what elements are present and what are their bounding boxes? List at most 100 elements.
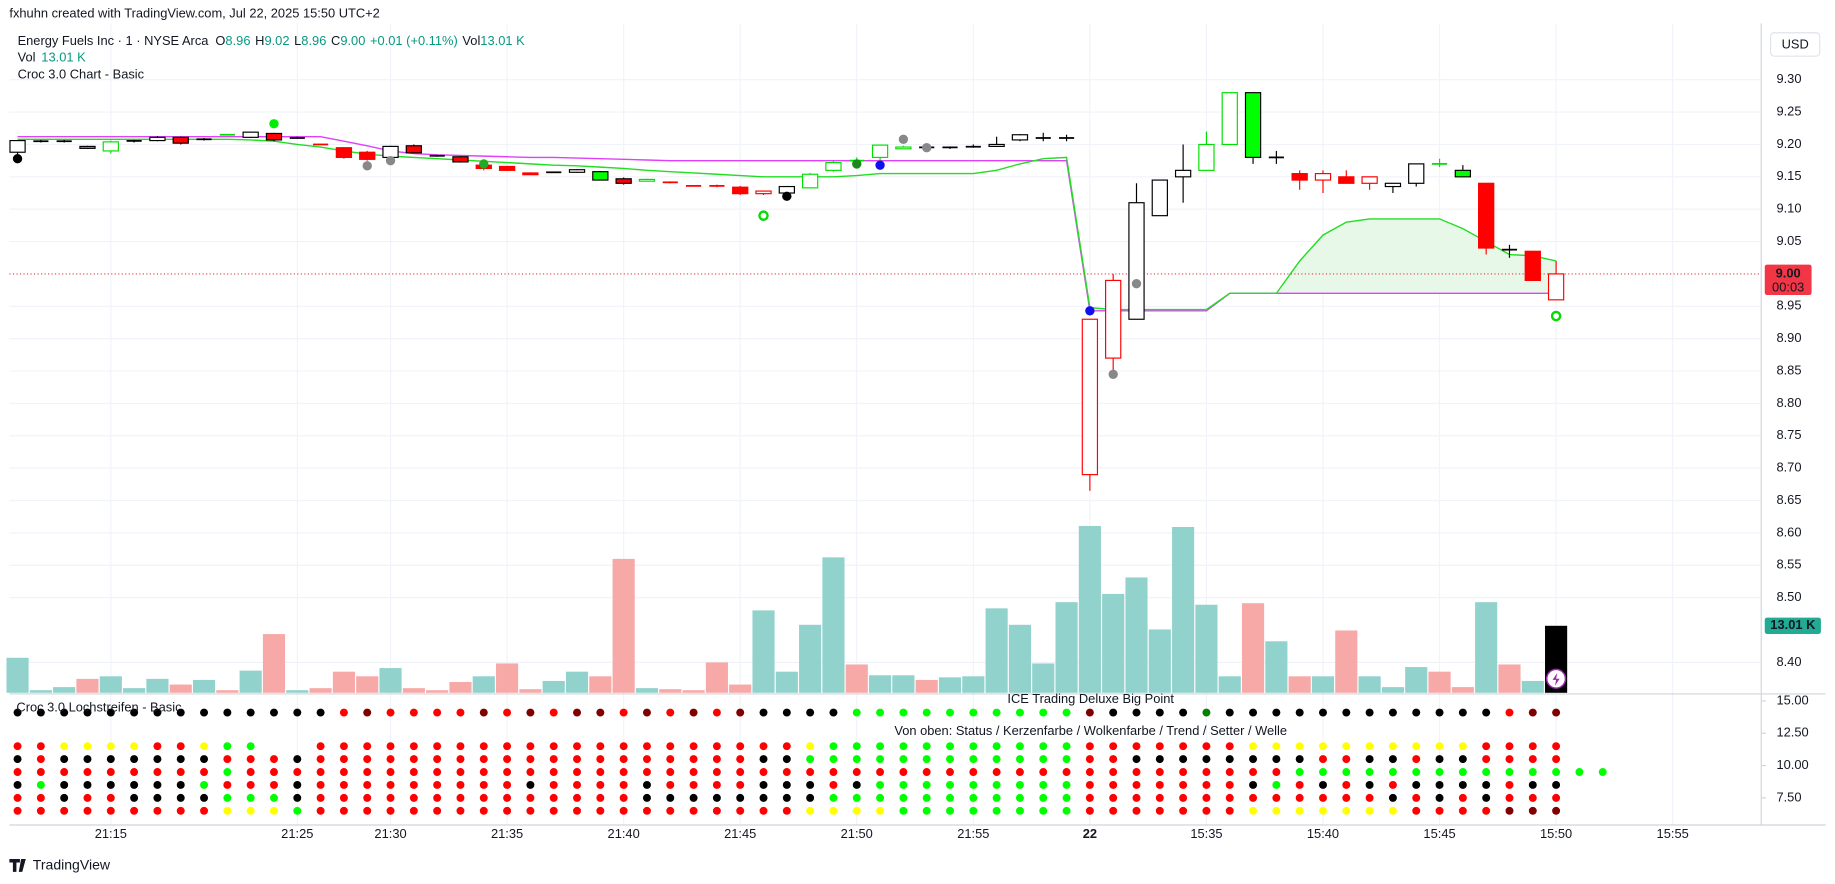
status-dot: [339, 768, 348, 777]
status-dot: [526, 708, 535, 717]
candle-body: [1058, 137, 1075, 139]
status-dot: [60, 806, 69, 815]
status-dot: [386, 742, 395, 751]
status-dot: [106, 768, 115, 777]
status-dot: [852, 780, 861, 789]
status-dot: [1528, 708, 1537, 717]
candle-body: [615, 178, 632, 184]
grid-layer: 9.30 9.25 9.20 9.15 9.10 9.05 8.95 8.90 8.85 8.80…: [9, 23, 1809, 841]
status-dot: [1505, 780, 1514, 789]
volume-layer: [6, 525, 1568, 693]
brand-logo[interactable]: [9, 858, 26, 872]
status-dot: [806, 708, 815, 717]
status-dot: [1342, 742, 1351, 751]
status-dot: [852, 755, 861, 764]
status-dot: [596, 780, 605, 789]
x-tick-label: 21:55: [957, 826, 989, 841]
brand[interactable]: TradingView: [9, 857, 111, 873]
status-dot: [642, 755, 651, 764]
status-dot: [1272, 768, 1281, 777]
volume-bar: [1032, 663, 1055, 693]
status-dot: [1249, 755, 1258, 764]
status-dot: [13, 806, 22, 815]
status-dot: [153, 708, 162, 717]
status-dot: [1109, 742, 1118, 751]
status-dot: [36, 708, 45, 717]
candle-body: [56, 140, 72, 143]
volume-bar: [1405, 667, 1428, 693]
status-dot: [293, 793, 302, 802]
status-dot: [549, 806, 558, 815]
status-dot: [736, 793, 745, 802]
status-dot: [1388, 780, 1397, 789]
status-dot: [1412, 768, 1421, 777]
ohlc-value: 8.96: [301, 34, 326, 49]
status-dot: [409, 793, 418, 802]
signal-marker: [1108, 369, 1118, 379]
currency[interactable]: USD: [1782, 36, 1809, 51]
status-dot: [1552, 708, 1561, 717]
status-dot: [1458, 768, 1467, 777]
brand-name[interactable]: TradingView: [33, 857, 111, 873]
volume-bar: [1148, 629, 1171, 693]
status-dot: [200, 755, 209, 764]
status-dot: [1342, 780, 1351, 789]
status-dot: [1528, 755, 1537, 764]
status-dot: [293, 755, 302, 764]
status-dot: [619, 708, 628, 717]
status-dot: [503, 755, 512, 764]
status-dot: [642, 793, 651, 802]
candle-body: [79, 145, 96, 149]
y-tick-label: 8.60: [1776, 524, 1801, 539]
status-dot: [503, 780, 512, 789]
status-dot: [1272, 755, 1281, 764]
status-dot: [1132, 768, 1141, 777]
volume-bar: [496, 663, 519, 693]
status-dot: [316, 708, 325, 717]
status-dot: [433, 793, 442, 802]
lower-y-tick-label: 15.00: [1776, 692, 1808, 707]
status-dot: [759, 755, 768, 764]
volume-bar: [635, 688, 659, 693]
signal-marker: [898, 134, 909, 144]
signal-marker: [852, 159, 862, 169]
status-dot: [363, 768, 372, 777]
candle-body: [522, 172, 539, 176]
status-dot: [1319, 768, 1327, 777]
candle-body: [801, 173, 819, 189]
currency-button[interactable]: [1770, 32, 1821, 57]
signal-marker: [1550, 310, 1562, 322]
status-dot: [689, 708, 698, 717]
status-dot: [549, 708, 558, 717]
status-dot: [130, 768, 139, 777]
status-dot: [1435, 793, 1444, 802]
status-dot: [1132, 708, 1141, 717]
status-dot: [223, 780, 232, 789]
lower-pane-layer: [13, 708, 1607, 815]
status-dot: [1412, 780, 1421, 789]
status-dot: [1365, 806, 1374, 815]
status-dot: [60, 780, 69, 789]
volume-bar: [705, 662, 728, 693]
status-dot: [759, 793, 768, 802]
status-dot: [759, 768, 768, 777]
status-dot: [246, 780, 255, 789]
status-dot: [106, 708, 115, 717]
status-dot: [1132, 755, 1141, 764]
status-dot: [642, 742, 651, 751]
status-dot: [759, 780, 768, 789]
volume-bar: [1265, 641, 1288, 693]
status-dot: [1295, 793, 1304, 802]
volume-bar: [1335, 630, 1358, 693]
status-dot: [829, 793, 838, 802]
volume-bar: [659, 689, 682, 693]
status-dot: [13, 742, 22, 751]
status-dot: [1342, 806, 1351, 815]
x-tick-label: 15:55: [1657, 826, 1689, 841]
status-dot: [1062, 768, 1071, 777]
status-dot: [479, 708, 488, 717]
volume-bar: [53, 687, 76, 693]
countdown: 00:03: [1772, 279, 1804, 294]
